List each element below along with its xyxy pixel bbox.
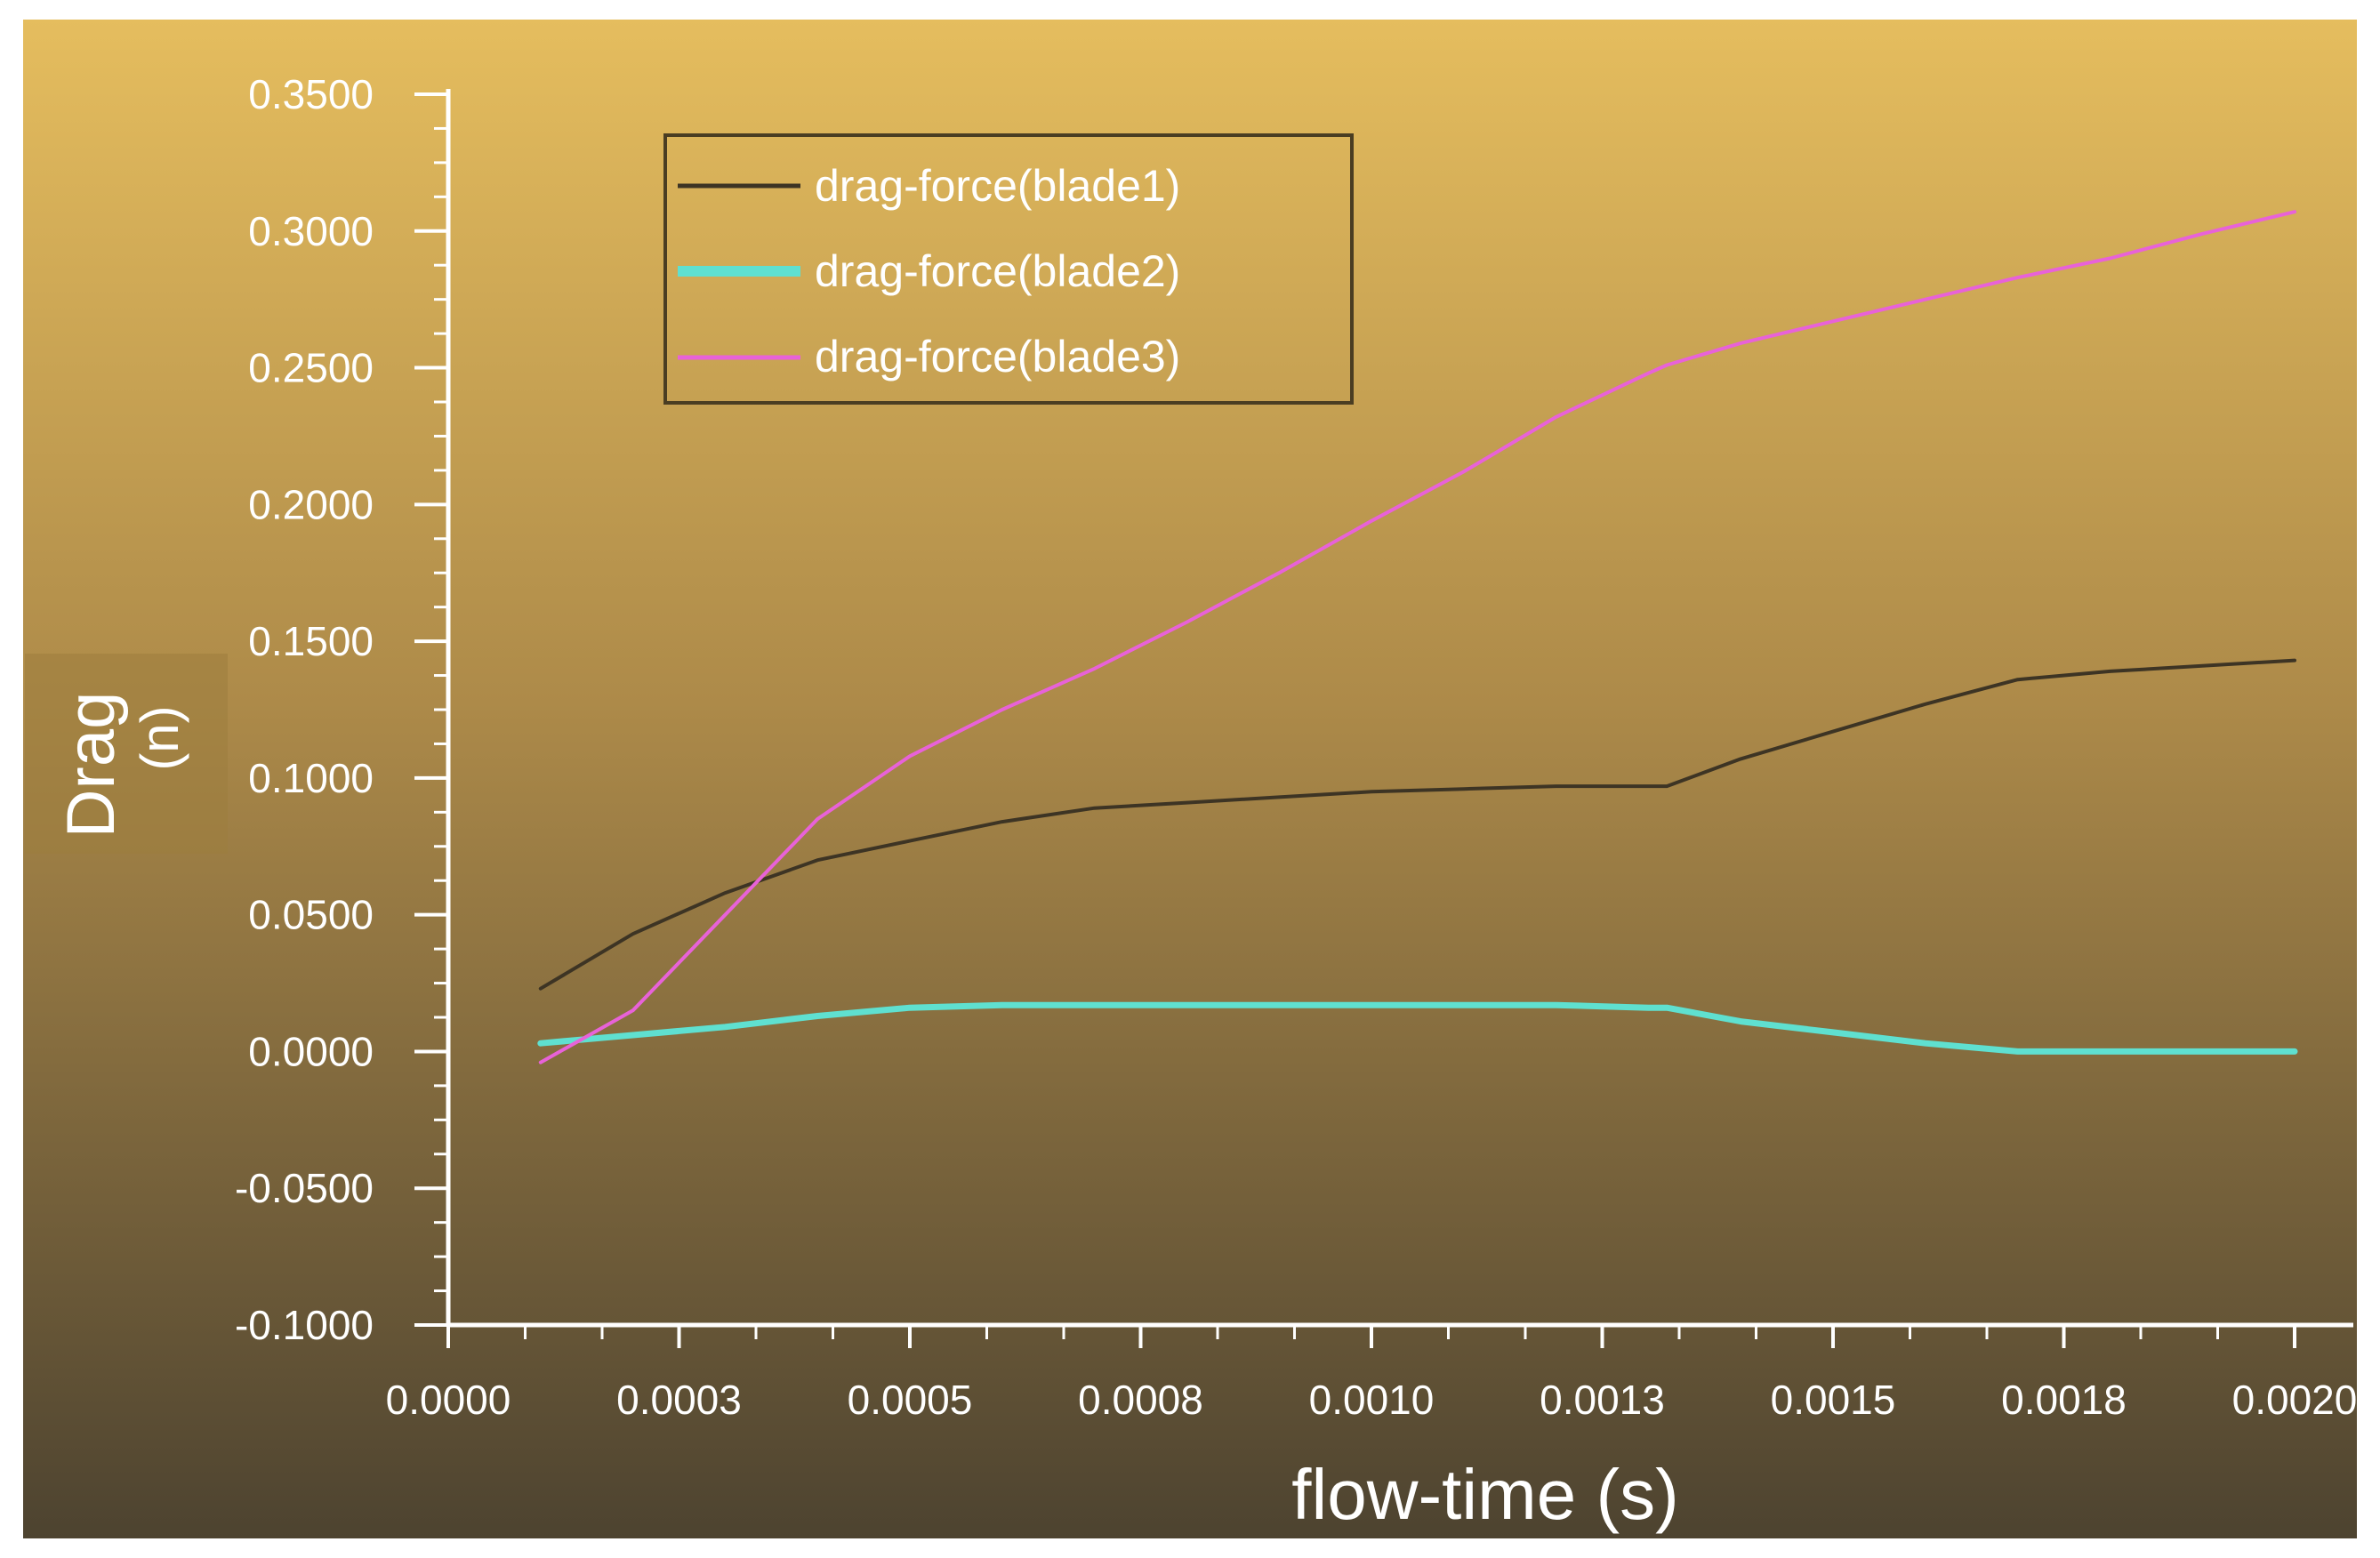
y-tick-label: -0.0500 [235,1165,374,1211]
series-line-drag-force(blade2) [537,1001,2298,1055]
x-tick-label: 0.0020 [2232,1377,2358,1423]
y-axis-unit: (n) [130,705,189,770]
y-tick-label: -0.1000 [235,1302,374,1348]
plot-background [23,20,2357,1538]
y-ticks: -0.1000 -0.0500 0.0000 0.0500 0.1000 0.1500 0.… [235,71,448,1348]
y-axis-title-box [25,654,228,854]
y-tick-label: 0.0000 [248,1028,374,1074]
x-tick-label: 0.0008 [1078,1377,1203,1423]
legend-box [663,133,1354,405]
y-tick-label: 0.2500 [248,345,374,391]
x-ticks: 0.0000 0.0003 0.0005 0.0008 0.0010 0.0013 0.00… [386,1325,2358,1423]
series-layer [537,210,2298,1064]
y-tick-label: 0.1000 [248,755,374,801]
legend-label-blade2: drag-force(blade2) [815,246,1180,296]
y-tick-label: 0.3000 [248,208,374,254]
x-tick-label: 0.0013 [1540,1377,1665,1423]
x-tick-label: 0.0005 [848,1377,973,1423]
x-tick-label: 0.0000 [386,1377,511,1423]
y-tick-label: 0.0500 [248,892,374,938]
x-tick-label: 0.0010 [1309,1377,1435,1423]
y-tick-label: 0.1500 [248,618,374,664]
x-tick-label: 0.0018 [2001,1377,2127,1423]
y-tick-label: 0.3500 [248,71,374,117]
legend-label-blade1: drag-force(blade1) [815,161,1180,211]
series-line-drag-force(blade3) [538,210,2296,1064]
x-axis-title: flow-time (s) [1291,1455,1679,1534]
y-tick-label: 0.2000 [248,481,374,527]
y-axis-title: Drag [53,692,129,839]
x-tick-label: 0.0003 [616,1377,742,1423]
legend-label-blade3: drag-force(blade3) [815,332,1180,381]
x-tick-label: 0.0015 [1771,1377,1896,1423]
series-line-drag-force(blade1) [538,658,2296,991]
legend: drag-force(blade1) drag-force(blade2) dr… [663,133,1354,405]
